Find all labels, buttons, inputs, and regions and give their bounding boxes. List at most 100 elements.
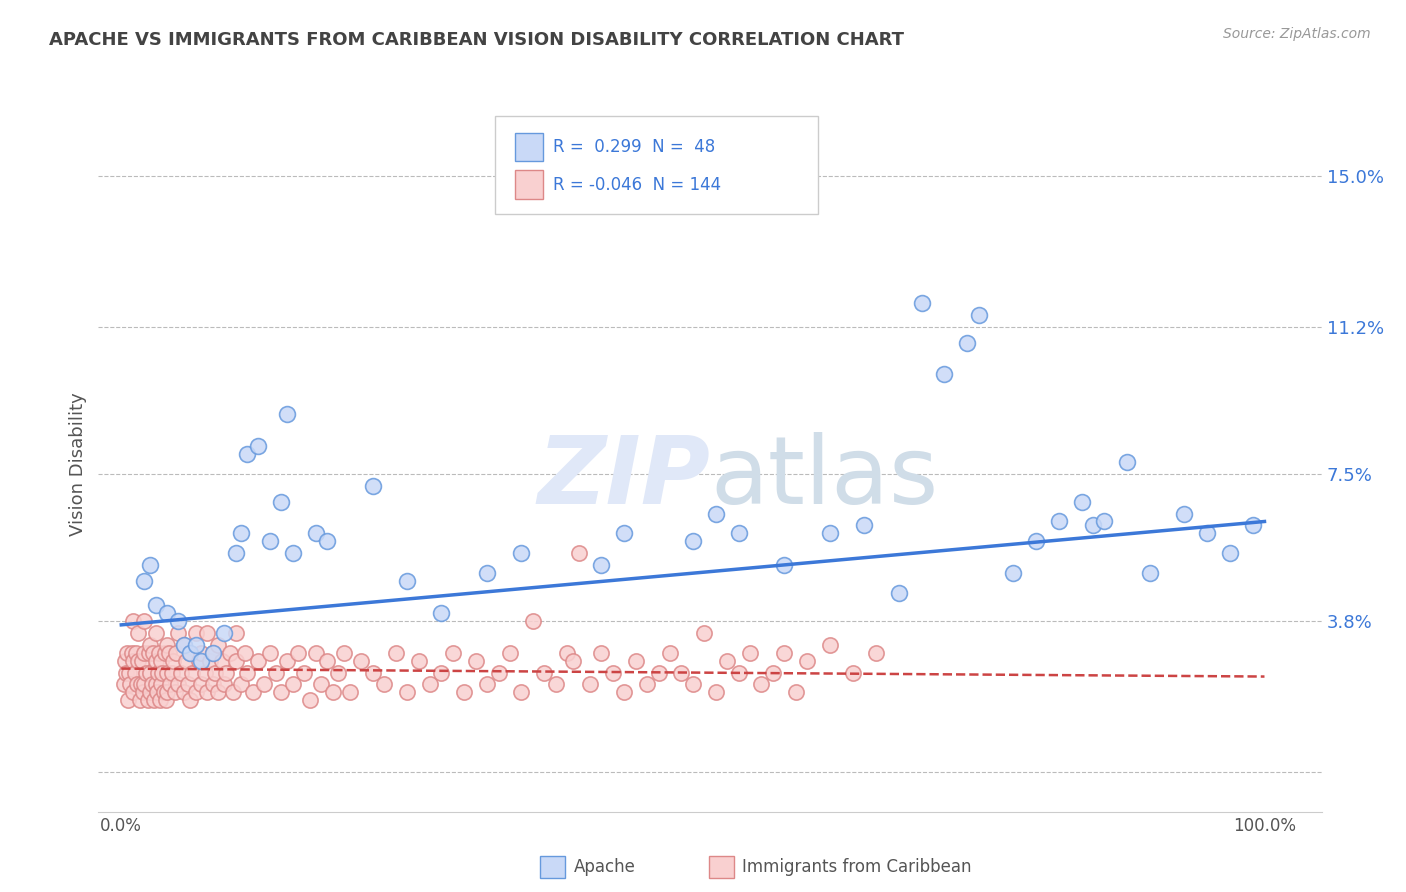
Point (956, 335, 979, 350)
Point (212, 625, 235, 640)
Point (184, 638, 207, 652)
Point (264, 665, 287, 680)
Text: Apache: Apache (574, 858, 636, 876)
Point (125, 646, 148, 660)
Point (127, 654, 149, 668)
Point (544, 677, 567, 691)
Point (150, 654, 173, 668)
Point (304, 646, 326, 660)
Point (134, 574, 156, 588)
Point (121, 614, 143, 628)
Point (156, 665, 179, 680)
Point (287, 646, 309, 660)
Point (145, 625, 167, 640)
Point (910, 295, 932, 310)
Point (112, 677, 135, 691)
Point (134, 677, 156, 691)
Point (333, 646, 356, 660)
Point (682, 677, 704, 691)
Point (1219, 546, 1241, 560)
Point (173, 685, 195, 699)
Point (114, 654, 136, 668)
Point (231, 677, 253, 691)
Point (1001, 566, 1024, 581)
Point (475, 566, 498, 581)
Point (215, 665, 238, 680)
Point (818, 638, 841, 652)
Point (155, 693, 177, 707)
Point (152, 665, 174, 680)
Point (322, 685, 344, 699)
Point (647, 665, 669, 680)
Point (887, 586, 910, 600)
Point (522, 614, 544, 628)
Point (167, 677, 190, 691)
Point (591, 558, 613, 573)
Point (222, 685, 245, 699)
Point (219, 646, 242, 660)
Point (156, 638, 179, 652)
Point (129, 677, 152, 691)
Point (298, 693, 321, 707)
Point (567, 546, 589, 560)
Point (373, 677, 395, 691)
Point (441, 646, 464, 660)
Text: R =  0.299  N =  48: R = 0.299 N = 48 (553, 138, 714, 156)
Point (579, 677, 602, 691)
Point (157, 646, 180, 660)
Point (143, 693, 166, 707)
Point (934, 368, 956, 382)
Point (173, 638, 195, 652)
Point (1116, 455, 1139, 469)
Point (796, 654, 818, 668)
Point (167, 625, 190, 640)
Point (510, 685, 533, 699)
Point (190, 654, 212, 668)
Point (194, 665, 217, 680)
Point (176, 654, 198, 668)
Point (162, 654, 184, 668)
Point (173, 638, 195, 652)
Point (624, 654, 647, 668)
Point (842, 665, 865, 680)
Point (160, 665, 183, 680)
Point (132, 685, 155, 699)
Point (153, 646, 176, 660)
Point (135, 665, 157, 680)
Point (659, 646, 682, 660)
Point (231, 526, 253, 541)
Point (396, 574, 419, 588)
Point (727, 665, 749, 680)
Point (408, 654, 430, 668)
Point (361, 479, 384, 493)
Point (121, 685, 143, 699)
Point (247, 439, 270, 453)
Point (270, 685, 292, 699)
Point (149, 693, 172, 707)
Point (117, 693, 139, 707)
Point (152, 685, 174, 699)
Point (179, 693, 201, 707)
Point (316, 534, 339, 549)
Point (1025, 534, 1047, 549)
Point (145, 677, 167, 691)
Point (120, 677, 142, 691)
Point (195, 625, 218, 640)
Point (146, 665, 169, 680)
Point (561, 654, 583, 668)
Point (190, 646, 212, 660)
Point (165, 646, 187, 660)
Text: APACHE VS IMMIGRANTS FROM CARIBBEAN VISION DISABILITY CORRELATION CHART: APACHE VS IMMIGRANTS FROM CARIBBEAN VISI… (49, 31, 904, 49)
Point (967, 308, 990, 322)
Point (304, 526, 326, 541)
Point (156, 685, 179, 699)
Point (212, 677, 235, 691)
Point (121, 646, 143, 660)
Point (716, 654, 738, 668)
Point (211, 654, 233, 668)
Point (163, 685, 186, 699)
Point (453, 685, 475, 699)
Point (139, 665, 162, 680)
Point (636, 677, 658, 691)
Point (555, 646, 578, 660)
